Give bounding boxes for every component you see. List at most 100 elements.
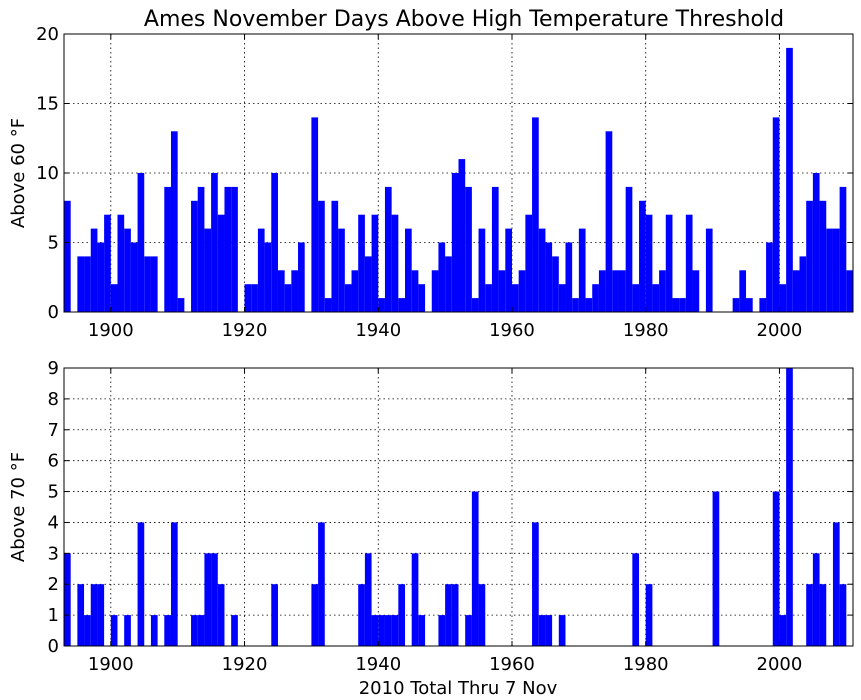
bar — [458, 159, 466, 312]
bar — [511, 284, 519, 312]
bar — [832, 522, 840, 646]
x-tick-label: 1980 — [623, 654, 669, 675]
bar — [445, 256, 452, 312]
bar — [759, 298, 767, 312]
x-tick-label: 1960 — [489, 320, 535, 341]
bar — [137, 173, 145, 312]
x-tick-label: 1920 — [222, 654, 268, 675]
bar — [612, 270, 619, 312]
y-tick-label: 2 — [48, 574, 59, 595]
bar — [164, 615, 171, 646]
bar — [806, 584, 813, 646]
bar — [398, 298, 406, 312]
bar — [672, 298, 680, 312]
bar — [545, 615, 553, 646]
bar — [251, 284, 258, 312]
bar — [739, 270, 747, 312]
lower-panel: 1900 1920 1940 1960 1980 2000 0 1 2 3 4 5 6 7 8 9 Above… — [8, 358, 854, 675]
bar — [84, 615, 91, 646]
y-tick-label: 7 — [48, 420, 59, 441]
x-tick-label: 1920 — [222, 320, 268, 341]
bar — [645, 214, 653, 312]
bar — [164, 186, 171, 312]
y-tick-label: 5 — [48, 482, 59, 503]
bar — [277, 270, 285, 312]
y-tick-label: 0 — [48, 302, 59, 323]
bar — [478, 228, 486, 312]
bar — [598, 270, 606, 312]
bar — [110, 615, 118, 646]
y-tick-label: 4 — [48, 512, 59, 533]
bar — [659, 270, 666, 312]
x-tick-label: 1980 — [623, 320, 669, 341]
bar — [204, 553, 212, 646]
bar — [766, 242, 773, 312]
bar — [144, 256, 151, 312]
bar — [819, 584, 827, 646]
bar — [204, 228, 212, 312]
bar — [318, 522, 325, 646]
bar — [498, 270, 506, 312]
bar — [625, 186, 633, 312]
bar — [117, 214, 125, 312]
bar — [411, 553, 419, 646]
bar — [545, 242, 553, 312]
bar — [465, 615, 472, 646]
bar — [197, 186, 205, 312]
x-tick-label: 1940 — [355, 320, 401, 341]
bar — [64, 553, 71, 646]
bar — [819, 200, 827, 312]
x-tick-label: 1940 — [355, 654, 401, 675]
bar — [284, 284, 292, 312]
bar — [558, 615, 566, 646]
bar — [846, 270, 853, 312]
bar — [364, 256, 372, 312]
upper-panel: 1900 1920 1940 1960 1980 2000 0 5 10 15 20 Above 6… — [8, 24, 854, 341]
bar — [351, 270, 359, 312]
bar — [331, 200, 339, 312]
bar — [177, 298, 185, 312]
bar — [618, 270, 626, 312]
y-tick-label: 0 — [48, 636, 59, 657]
upper-panel-ticks: 1900 1920 1940 1960 1980 2000 0 5 10 15 20 — [36, 24, 853, 341]
lower-panel-bars — [64, 368, 847, 646]
bar — [451, 584, 459, 646]
x-tick-label: 1900 — [88, 654, 134, 675]
bar — [384, 615, 392, 646]
bar — [84, 256, 91, 312]
bar — [491, 186, 499, 312]
bar — [485, 284, 492, 312]
bar — [311, 117, 319, 313]
bar — [418, 615, 426, 646]
bar — [124, 228, 131, 312]
bar — [150, 615, 158, 646]
bar — [578, 228, 586, 312]
bar — [565, 242, 573, 312]
bar — [298, 242, 305, 312]
bar — [772, 491, 780, 646]
bar — [692, 270, 700, 312]
bar — [786, 368, 793, 646]
bar — [257, 228, 265, 312]
bar — [705, 228, 713, 312]
bar — [632, 553, 640, 646]
bar — [130, 242, 138, 312]
bar — [110, 284, 118, 312]
bar — [311, 584, 319, 646]
bar — [799, 256, 807, 312]
bar — [685, 214, 693, 312]
bar — [645, 584, 653, 646]
lower-panel-ylabel: Above 70 °F — [8, 452, 29, 562]
bar — [812, 173, 820, 312]
bar — [592, 284, 599, 312]
bar — [391, 214, 399, 312]
upper-panel-bars — [64, 47, 853, 313]
bar — [90, 228, 98, 312]
bar — [652, 284, 660, 312]
bar — [191, 200, 198, 312]
bar — [632, 284, 640, 312]
bar — [371, 214, 379, 312]
bar — [478, 584, 486, 646]
y-tick-label: 9 — [48, 358, 59, 379]
bar — [538, 228, 546, 312]
